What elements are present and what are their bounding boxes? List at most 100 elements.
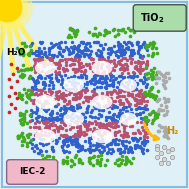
Point [129, 29, 132, 32]
Point [80, 161, 83, 164]
Point [109, 49, 112, 52]
Point [162, 83, 165, 86]
Point [56, 90, 59, 93]
Point [94, 73, 97, 76]
Point [128, 105, 131, 108]
Point [121, 77, 124, 80]
Point [18, 91, 21, 94]
Point [61, 91, 64, 94]
Point [63, 105, 66, 108]
Point [43, 126, 46, 129]
Point [94, 143, 97, 146]
Point [76, 115, 79, 118]
Point [78, 149, 81, 152]
Point [84, 98, 88, 101]
Point [150, 111, 153, 114]
Point [141, 129, 144, 132]
Point [29, 43, 32, 46]
Point [99, 58, 102, 61]
Point [70, 119, 73, 122]
Point [122, 132, 125, 135]
Point [101, 150, 104, 153]
Point [29, 119, 32, 122]
Point [116, 147, 119, 150]
Point [125, 132, 128, 135]
Point [16, 135, 19, 138]
Point [41, 138, 44, 141]
Point [73, 135, 76, 138]
Point [70, 107, 73, 110]
Point [93, 120, 96, 123]
Point [10, 85, 13, 88]
Point [63, 108, 66, 111]
Point [80, 146, 83, 149]
Point [97, 141, 100, 144]
Point [38, 132, 41, 135]
Point [126, 110, 129, 113]
Point [164, 105, 167, 108]
Point [130, 150, 133, 153]
Point [44, 119, 47, 122]
Point [72, 44, 75, 47]
Point [61, 50, 64, 53]
Point [117, 111, 120, 114]
Point [25, 134, 28, 137]
Point [96, 40, 99, 43]
Point [76, 69, 79, 72]
Point [46, 120, 50, 123]
Point [139, 101, 142, 104]
Point [73, 142, 76, 145]
Point [83, 52, 86, 55]
Point [61, 135, 64, 138]
Point [79, 92, 82, 95]
Point [50, 130, 53, 133]
Point [76, 140, 79, 143]
Point [120, 134, 123, 137]
Point [112, 82, 115, 85]
Point [34, 69, 37, 72]
Point [45, 120, 48, 123]
Point [98, 80, 101, 83]
Point [127, 134, 130, 137]
Point [135, 88, 138, 91]
Point [32, 102, 35, 105]
Point [50, 57, 53, 60]
Point [143, 135, 146, 138]
Point [141, 81, 144, 84]
Point [138, 145, 141, 148]
Point [39, 40, 42, 43]
Point [156, 77, 159, 80]
Point [163, 84, 166, 88]
Point [146, 132, 149, 135]
Point [89, 128, 92, 131]
Point [58, 70, 61, 73]
Point [72, 62, 75, 65]
Point [122, 107, 125, 110]
Point [133, 87, 136, 90]
Point [72, 49, 75, 52]
Point [35, 134, 38, 137]
Point [49, 122, 52, 125]
Point [122, 66, 125, 69]
Point [40, 162, 43, 165]
Point [85, 127, 88, 130]
Point [75, 142, 78, 145]
Point [57, 67, 60, 70]
Point [123, 105, 126, 108]
Point [104, 80, 107, 83]
Point [67, 99, 70, 102]
Point [100, 75, 103, 78]
Point [74, 30, 77, 33]
Point [109, 141, 112, 144]
Point [99, 94, 102, 98]
Point [118, 74, 121, 77]
Point [110, 124, 113, 127]
Point [109, 71, 112, 74]
Point [149, 87, 152, 90]
Point [34, 62, 37, 65]
Point [125, 67, 128, 70]
Point [88, 96, 91, 99]
Point [130, 41, 133, 44]
Point [33, 64, 36, 67]
Point [67, 33, 70, 36]
